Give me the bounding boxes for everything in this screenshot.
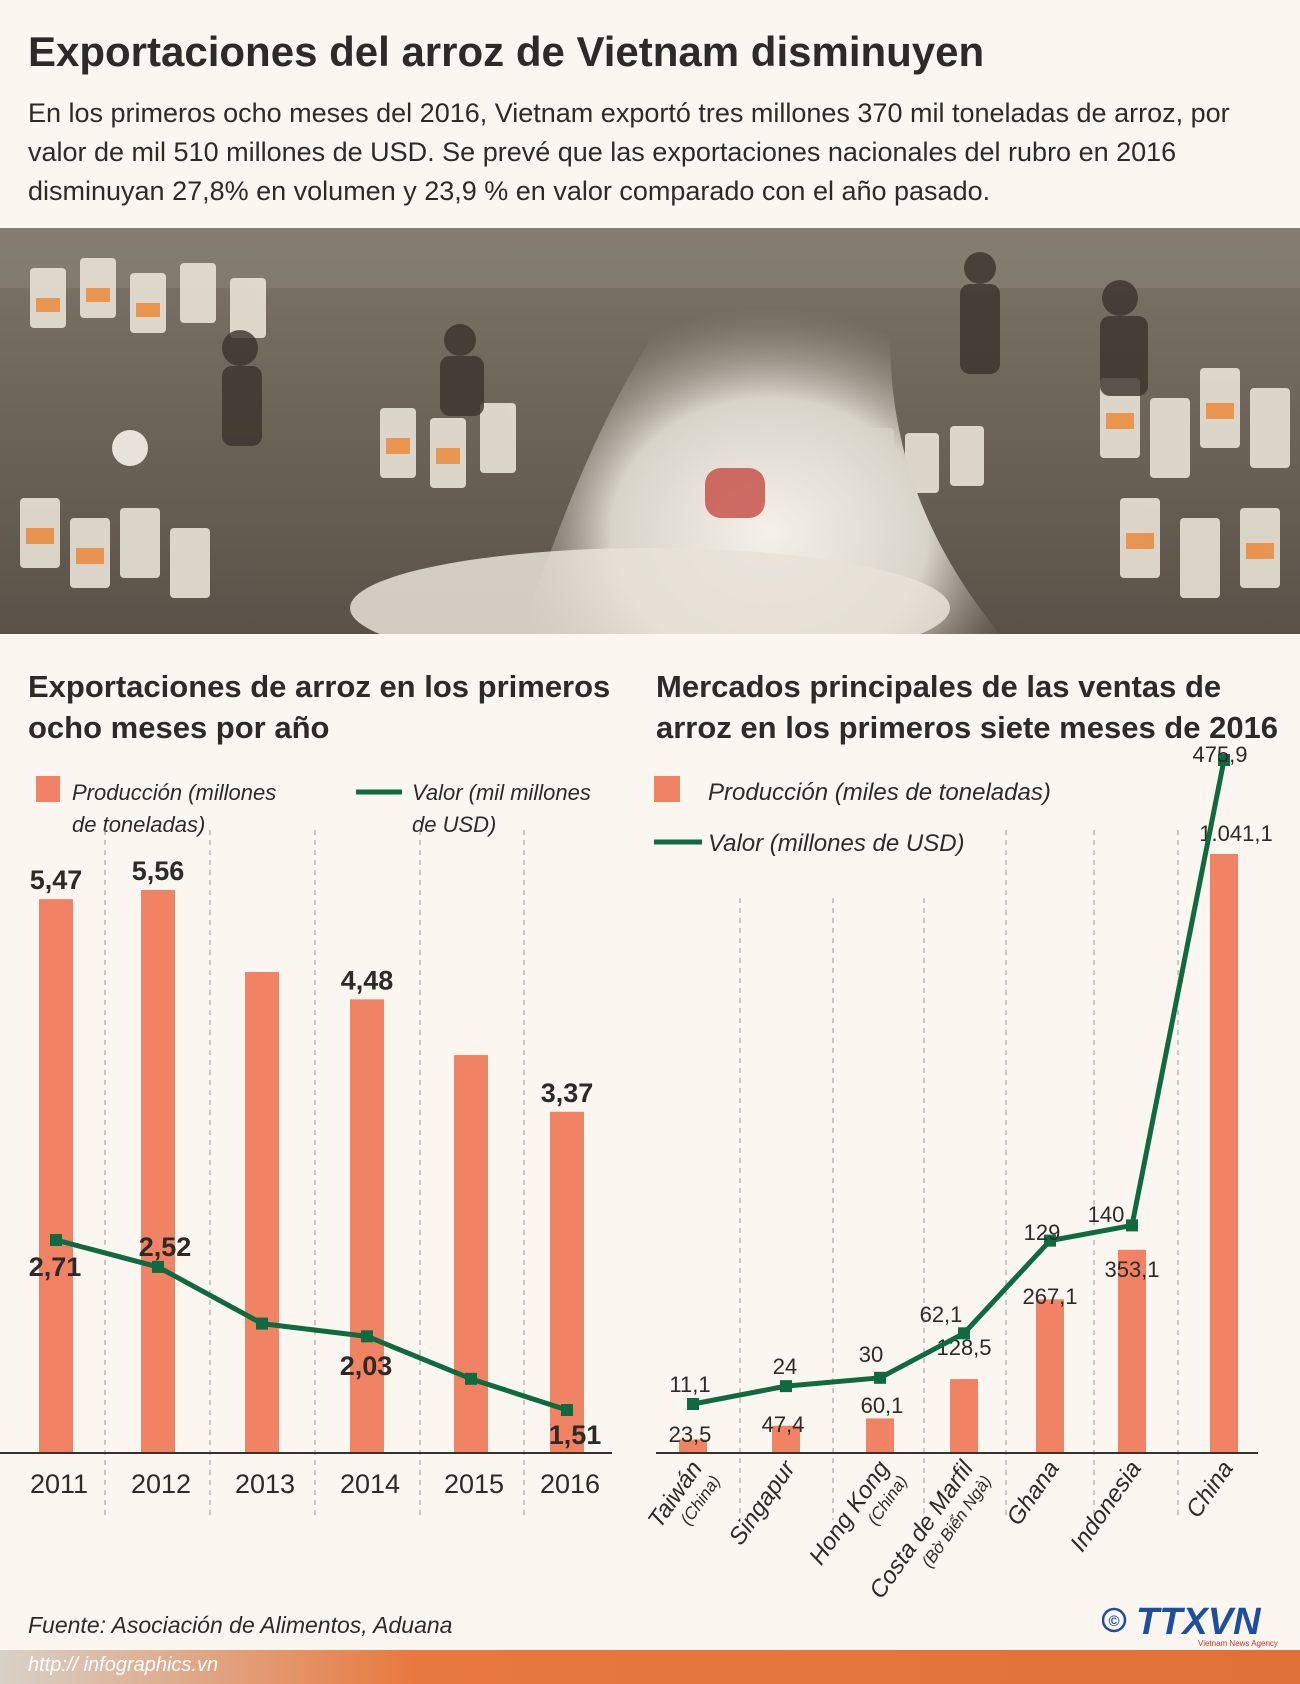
bar-label-1: 47,4 [762, 1412, 805, 1437]
source-note: Fuente: Asociación de Alimentos, Aduana [28, 1612, 453, 1638]
website-link[interactable]: http:// infographics.vn [28, 1654, 219, 1676]
bar-production-2016 [550, 1111, 584, 1453]
line-label-2: 30 [859, 1342, 883, 1367]
point-value-6 [1218, 754, 1230, 766]
point-value-2 [874, 1371, 886, 1384]
bar-label-2: 60,1 [861, 1393, 904, 1418]
legend-swatch-production [654, 776, 680, 802]
bar-production-2012 [141, 890, 175, 1453]
intro-paragraph: En los primeros ocho meses del 2016, Vie… [28, 98, 1230, 206]
bar-label-2011: 5,47 [30, 865, 83, 895]
point-value-2012 [152, 1260, 164, 1273]
bar-production-2 [866, 1418, 894, 1453]
bar-production-4 [1036, 1299, 1064, 1453]
bar-label-2014: 4,48 [341, 965, 394, 995]
point-value-2014 [361, 1330, 373, 1343]
bar-production-2015 [454, 1055, 488, 1453]
rice-warehouse-photo [0, 228, 1300, 634]
point-value-4 [1044, 1234, 1056, 1247]
bar-production-3 [950, 1379, 978, 1453]
point-value-0 [687, 1398, 699, 1410]
bar-production-2014 [350, 999, 384, 1453]
x-tick-2012: 2012 [131, 1469, 191, 1499]
point-value-1 [780, 1380, 792, 1393]
line-label-1: 24 [773, 1354, 797, 1379]
page-title: Exportaciones del arroz de Vietnam dismi… [28, 28, 985, 75]
point-value-2013 [256, 1317, 268, 1330]
copyright-symbol: © [1108, 1613, 1119, 1630]
ttxvn-logo: © TTXVN Vietnam News Agency [1102, 1601, 1278, 1648]
x-tick-group-0: Taiwán(China) [643, 1456, 725, 1533]
right-chart-title: Mercados principales de las ventas de ar… [656, 669, 1279, 745]
bar-production-6 [1210, 854, 1238, 1453]
line-label-2012: 2,52 [139, 1232, 192, 1262]
x-tick-5: Indonesia [1065, 1456, 1147, 1557]
line-label-0: 11,1 [669, 1372, 710, 1397]
legend-label-production: Producción (millones de toneladas) [72, 780, 276, 837]
line-label-5: 140 [1088, 1202, 1125, 1227]
legend-label-production: Producción (miles de toneladas) [708, 779, 1051, 806]
point-value-3 [958, 1327, 970, 1340]
url-bar: http:// infographics.vn [0, 1650, 1300, 1684]
legend-label-line: Producción (millones [72, 780, 276, 805]
bar-label-4: 267,1 [1022, 1284, 1077, 1309]
line-label-2016: 1,51 [549, 1420, 602, 1450]
x-tick-group-4: Ghana [1001, 1456, 1064, 1531]
bar-production-1 [772, 1425, 800, 1453]
x-tick-2014: 2014 [340, 1469, 400, 1499]
line-label-3: 62,1 [920, 1302, 963, 1327]
bar-label-0: 23,5 [669, 1422, 712, 1447]
x-tick-1: Singapur [724, 1455, 802, 1550]
x-tick-2013: 2013 [235, 1469, 295, 1499]
line-label-4: 129 [1024, 1220, 1061, 1245]
chart-main-markets: Producción (miles de toneladas) Valor (mi… [643, 742, 1273, 1604]
line-label-2014: 2,03 [340, 1351, 393, 1381]
legend-swatch-production [36, 776, 60, 802]
bar-label-2012: 5,56 [132, 856, 185, 886]
point-value-2016 [561, 1404, 573, 1416]
point-value-5 [1126, 1219, 1138, 1232]
chart-exports-by-year: Producción (millones de toneladas) Valor (… [0, 776, 612, 1520]
x-tick-group-5: Indonesia [1065, 1456, 1147, 1557]
legend-label-value: Valor (mil millones de USD) [412, 780, 591, 837]
legend-label-line: de USD) [412, 812, 496, 837]
line-label-2011: 2,71 [29, 1252, 82, 1282]
line-value [55, 1237, 568, 1413]
bar-production-0 [679, 1439, 707, 1453]
bar-production-5 [1118, 1249, 1146, 1453]
left-chart-title: Exportaciones de arroz en los primeros o… [28, 669, 611, 745]
logo-subtitle: Vietnam News Agency [1198, 1639, 1278, 1648]
legend-label-line: de toneladas) [72, 812, 205, 837]
legend-label-line: Valor (mil millones [412, 780, 591, 805]
bar-production-2013 [245, 972, 279, 1453]
x-tick-group-6: China [1181, 1456, 1239, 1523]
bar-production-2011 [39, 899, 73, 1453]
x-tick-2015: 2015 [444, 1469, 504, 1499]
point-value-2015 [465, 1372, 477, 1385]
x-tick-6: China [1181, 1456, 1239, 1523]
x-tick-group-1: Singapur [724, 1455, 802, 1550]
bar-label-2016: 3,37 [541, 1078, 594, 1108]
bar-label-5: 353,1 [1104, 1257, 1159, 1282]
legend-label-value: Valor (millones de USD) [708, 830, 965, 857]
point-value-2011 [50, 1234, 62, 1246]
logo-text: TTXVN [1136, 1601, 1262, 1643]
x-tick-4: Ghana [1001, 1456, 1064, 1531]
x-tick-2016: 2016 [540, 1469, 600, 1499]
x-tick-2011: 2011 [30, 1469, 88, 1499]
line-label-6: 475,9 [1192, 742, 1247, 767]
